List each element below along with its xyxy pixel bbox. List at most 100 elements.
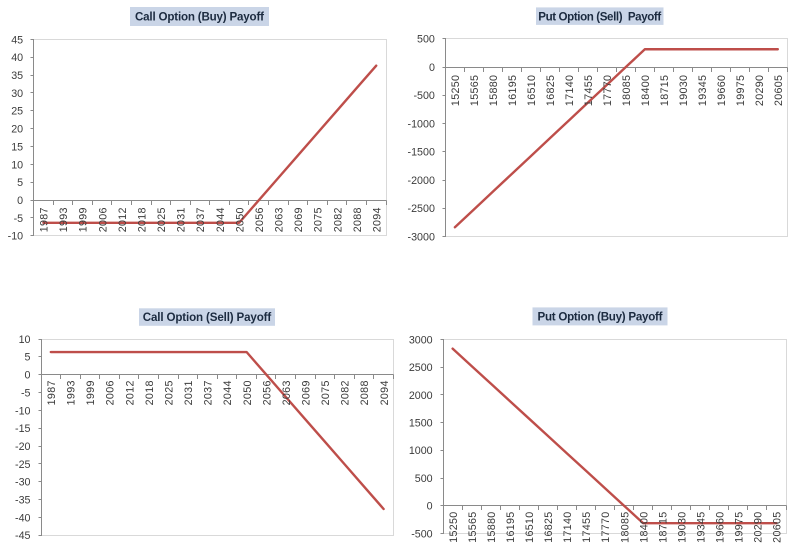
svg-text:2031: 2031 (183, 381, 195, 406)
svg-text:20290: 20290 (753, 512, 765, 543)
svg-text:-5: -5 (14, 213, 24, 225)
svg-text:2006: 2006 (105, 381, 117, 406)
svg-text:2069: 2069 (301, 381, 313, 406)
svg-text:10: 10 (19, 334, 31, 346)
svg-text:15250: 15250 (448, 512, 460, 543)
svg-text:2012: 2012 (124, 381, 136, 406)
svg-text:18400: 18400 (640, 75, 652, 106)
svg-text:20: 20 (11, 124, 23, 136)
svg-text:Call Option (Sell) Payoff: Call Option (Sell) Payoff (143, 311, 272, 324)
svg-text:2088: 2088 (352, 207, 364, 232)
svg-text:15880: 15880 (488, 75, 500, 106)
svg-text:0: 0 (17, 195, 23, 207)
svg-text:1000: 1000 (409, 445, 433, 457)
svg-text:30: 30 (11, 88, 23, 100)
svg-text:-15: -15 (15, 423, 31, 435)
svg-text:2025: 2025 (156, 207, 168, 232)
svg-text:-1000: -1000 (408, 118, 435, 130)
svg-text:20605: 20605 (773, 75, 785, 106)
svg-text:-5: -5 (21, 387, 31, 399)
svg-text:2056: 2056 (261, 381, 273, 406)
svg-text:5: 5 (25, 352, 31, 364)
svg-text:5: 5 (17, 177, 23, 189)
svg-text:-25: -25 (15, 459, 31, 471)
svg-text:3000: 3000 (409, 334, 433, 346)
svg-text:0: 0 (429, 62, 435, 74)
svg-text:17455: 17455 (583, 75, 595, 106)
svg-text:500: 500 (417, 34, 435, 46)
svg-text:1993: 1993 (58, 207, 70, 232)
svg-text:1500: 1500 (409, 418, 433, 430)
svg-text:15565: 15565 (467, 512, 479, 543)
svg-text:-30: -30 (15, 477, 31, 489)
svg-text:Put Option (Sell) Payoff: Put Option (Sell) Payoff (538, 10, 661, 23)
svg-text:-45: -45 (15, 530, 31, 542)
svg-text:45: 45 (11, 34, 23, 46)
svg-text:2050: 2050 (242, 381, 254, 406)
svg-text:2500: 2500 (409, 362, 433, 374)
svg-text:2082: 2082 (332, 207, 344, 232)
svg-text:2018: 2018 (136, 207, 148, 232)
svg-text:2088: 2088 (359, 381, 371, 406)
svg-text:2063: 2063 (274, 207, 286, 232)
svg-text:19030: 19030 (676, 512, 688, 543)
svg-text:17770: 17770 (602, 75, 614, 106)
svg-text:2082: 2082 (340, 381, 352, 406)
svg-text:16510: 16510 (526, 75, 538, 106)
svg-text:-1500: -1500 (408, 147, 435, 159)
svg-text:25: 25 (11, 106, 23, 118)
svg-text:18715: 18715 (659, 75, 671, 106)
svg-text:19660: 19660 (715, 512, 727, 543)
svg-text:19660: 19660 (716, 75, 728, 106)
svg-text:2044: 2044 (222, 381, 234, 406)
svg-text:-2500: -2500 (408, 203, 435, 215)
svg-text:19345: 19345 (695, 512, 707, 543)
svg-text:18085: 18085 (619, 512, 631, 543)
svg-text:16825: 16825 (545, 75, 557, 106)
svg-text:2037: 2037 (203, 381, 215, 406)
svg-text:35: 35 (11, 70, 23, 82)
svg-text:2018: 2018 (144, 381, 156, 406)
svg-text:2094: 2094 (371, 207, 383, 232)
svg-text:1993: 1993 (66, 381, 78, 406)
svg-text:16195: 16195 (507, 75, 519, 106)
svg-text:2025: 2025 (163, 381, 175, 406)
svg-text:-500: -500 (411, 528, 432, 540)
svg-text:16510: 16510 (524, 512, 536, 543)
svg-text:-3000: -3000 (408, 232, 435, 244)
svg-text:16195: 16195 (505, 512, 517, 543)
svg-text:1987: 1987 (46, 381, 58, 406)
svg-text:19345: 19345 (697, 75, 709, 106)
svg-text:-500: -500 (413, 90, 434, 102)
svg-text:0: 0 (427, 501, 433, 513)
svg-text:18715: 18715 (657, 512, 669, 543)
svg-text:2044: 2044 (215, 207, 227, 232)
svg-text:1999: 1999 (78, 207, 90, 232)
svg-text:2075: 2075 (320, 381, 332, 406)
svg-text:-20: -20 (15, 441, 31, 453)
svg-text:15565: 15565 (469, 75, 481, 106)
svg-text:15880: 15880 (486, 512, 498, 543)
svg-text:15250: 15250 (450, 75, 462, 106)
svg-text:15: 15 (11, 141, 23, 153)
svg-text:2006: 2006 (97, 207, 109, 232)
svg-text:20290: 20290 (754, 75, 766, 106)
svg-text:2050: 2050 (234, 207, 246, 232)
svg-text:2031: 2031 (176, 207, 188, 232)
svg-text:2075: 2075 (313, 207, 325, 232)
svg-text:19975: 19975 (734, 512, 746, 543)
svg-text:19030: 19030 (678, 75, 690, 106)
svg-text:40: 40 (11, 52, 23, 64)
svg-text:-35: -35 (15, 494, 31, 506)
svg-text:18400: 18400 (638, 512, 650, 543)
svg-text:2063: 2063 (281, 381, 293, 406)
svg-text:17455: 17455 (581, 512, 593, 543)
svg-text:20605: 20605 (772, 512, 784, 543)
svg-text:-2000: -2000 (408, 175, 435, 187)
svg-text:-40: -40 (15, 512, 31, 524)
svg-text:0: 0 (25, 370, 31, 382)
svg-text:2000: 2000 (409, 390, 433, 402)
svg-text:18085: 18085 (621, 75, 633, 106)
svg-text:1987: 1987 (39, 207, 51, 232)
svg-text:10: 10 (11, 159, 23, 171)
